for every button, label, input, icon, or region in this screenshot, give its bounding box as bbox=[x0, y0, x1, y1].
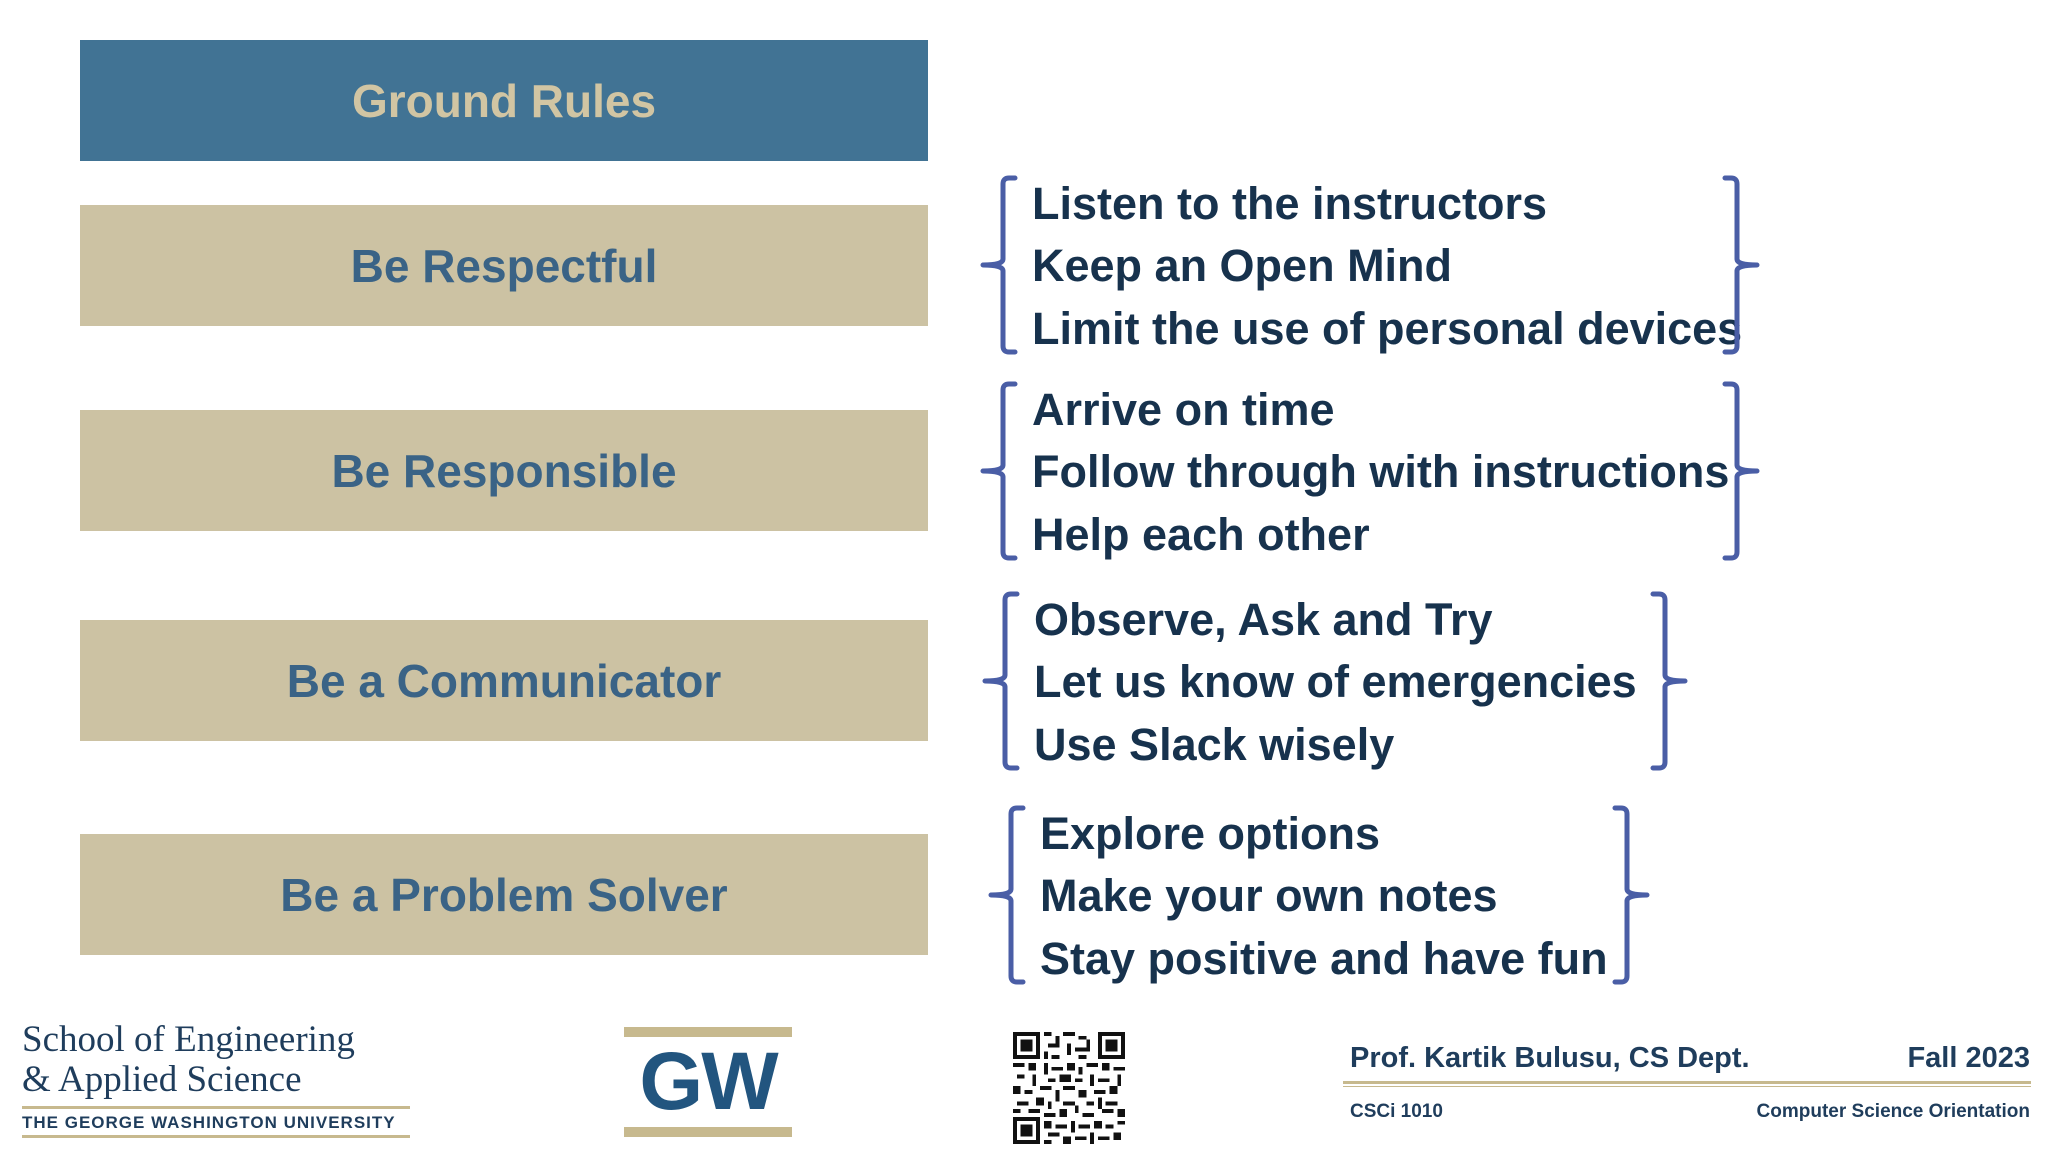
rule-item: Follow through with instructions bbox=[1032, 446, 1730, 497]
credit-divider-thin bbox=[1343, 1086, 2031, 1087]
rule-label: Be Responsible bbox=[331, 444, 677, 497]
instructor-name: Prof. Kartik Bulusu, CS Dept. bbox=[1350, 1042, 1750, 1074]
rule-items-group-respectful: Listen to the instructors Keep an Open M… bbox=[980, 175, 1770, 355]
rule-bar-communicator: Be a Communicator bbox=[80, 620, 928, 741]
gw-logo: GW bbox=[624, 1027, 792, 1137]
rule-item: Make your own notes bbox=[1040, 870, 1498, 921]
rule-item: Listen to the instructors bbox=[1032, 178, 1548, 229]
gw-logo-text: GW bbox=[639, 1036, 778, 1127]
school-name-line2: & Applied Science bbox=[22, 1059, 302, 1100]
course-code: CSCi 1010 bbox=[1350, 1101, 1443, 1122]
school-divider bbox=[22, 1135, 410, 1138]
rule-items-group-problem-solver: Explore options Make your own notes Stay… bbox=[988, 805, 1668, 985]
ground-rules-title: Ground Rules bbox=[351, 74, 657, 127]
rule-item: Stay positive and have fun bbox=[1040, 933, 1608, 984]
rule-label: Be a Problem Solver bbox=[280, 868, 728, 921]
rule-item: Limit the use of personal devices bbox=[1032, 303, 1743, 354]
school-logo: School of Engineering & Applied Science … bbox=[22, 1020, 414, 1138]
right-brace-icon bbox=[1612, 805, 1650, 985]
rule-item: Let us know of emergencies bbox=[1034, 656, 1637, 707]
left-brace-icon bbox=[980, 175, 1018, 355]
university-name: THE GEORGE WASHINGTON UNIVERSITY bbox=[22, 1113, 396, 1132]
right-brace-icon bbox=[1722, 175, 1760, 355]
rule-bar-respectful: Be Respectful bbox=[80, 205, 928, 326]
school-name-line1: School of Engineering bbox=[22, 1019, 355, 1060]
rule-item: Keep an Open Mind bbox=[1032, 240, 1453, 291]
rule-bar-problem-solver: Be a Problem Solver bbox=[80, 834, 928, 955]
rule-label: Be Respectful bbox=[350, 239, 658, 292]
rule-item: Explore options bbox=[1040, 808, 1381, 859]
ground-rules-title-bar: Ground Rules bbox=[80, 40, 928, 161]
course-name: Computer Science Orientation bbox=[1756, 1101, 2030, 1122]
right-brace-icon bbox=[1650, 591, 1688, 771]
left-brace-icon bbox=[988, 805, 1026, 985]
rule-item: Arrive on time bbox=[1032, 384, 1335, 435]
left-brace-icon bbox=[982, 591, 1020, 771]
rule-items-group-communicator: Observe, Ask and Try Let us know of emer… bbox=[982, 591, 1694, 771]
rule-item: Observe, Ask and Try bbox=[1034, 594, 1493, 645]
rule-item: Help each other bbox=[1032, 509, 1370, 560]
term-label: Fall 2023 bbox=[1907, 1042, 2030, 1074]
qr-code-icon bbox=[1013, 1032, 1125, 1144]
rule-item: Use Slack wisely bbox=[1034, 719, 1395, 770]
gw-logo-bottom-bar bbox=[624, 1127, 792, 1137]
left-brace-icon bbox=[980, 381, 1018, 561]
right-brace-icon bbox=[1722, 381, 1760, 561]
school-divider bbox=[22, 1106, 410, 1109]
rule-bar-responsible: Be Responsible bbox=[80, 410, 928, 531]
gw-logo-top-bar bbox=[624, 1027, 792, 1037]
rule-label: Be a Communicator bbox=[286, 654, 722, 707]
rule-items-group-responsible: Arrive on time Follow through with instr… bbox=[980, 381, 1770, 561]
credit-divider bbox=[1343, 1081, 2031, 1084]
